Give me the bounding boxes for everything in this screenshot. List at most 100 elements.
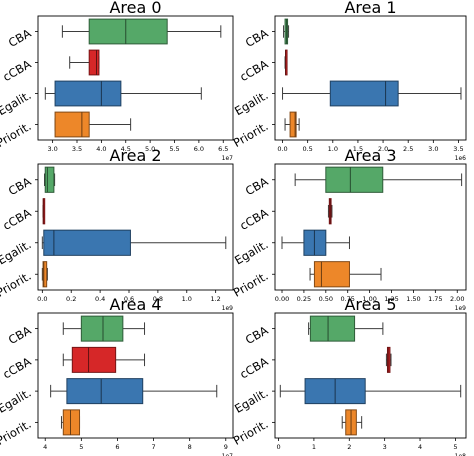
xtick-label: 5.5 [169,145,179,153]
axis-scale-label: 1e9 [222,305,234,312]
panel-title: Area 5 [344,295,396,314]
box-ccba [327,198,333,225]
axis-scale-label: 1e6 [455,155,467,162]
xtick-label: 1.0 [182,295,192,303]
box-egalit [50,378,218,405]
box-egalit [282,80,462,107]
box-cba [294,166,463,193]
xtick-label: 0.5 [302,145,312,153]
xtick-label: 2.5 [403,145,413,153]
iqr-box [44,166,55,193]
iqr-box [43,229,131,256]
xtick-label: 0.4 [95,295,105,303]
xtick-label: 1.2 [210,295,220,303]
xtick-label: 0.00 [275,295,289,303]
axis-scale-label: 1e7 [222,453,234,456]
xtick-label: 0.0 [277,145,287,153]
xtick-label: 3.5 [72,145,82,153]
axis-scale-label: 1e7 [222,155,234,162]
iqr-box [54,111,90,138]
iqr-box [66,378,144,405]
xtick-label: 0.50 [319,295,333,303]
box-ccba [284,49,288,76]
xtick-label: 5 [79,443,83,451]
panel-title: Area 3 [344,146,396,165]
box-ccba [69,49,100,76]
panel-title: Area 1 [344,0,396,17]
box-ccba [42,198,46,225]
panel-title: Area 4 [109,295,161,314]
xtick-label: 4 [418,443,422,451]
box-priorit [309,261,382,288]
xtick-label: 5 [453,443,457,451]
axes-frame [37,15,234,141]
axis-scale-label: 1e8 [455,453,467,456]
xtick-label: 7 [151,443,155,451]
xtick-label: 0.2 [66,295,76,303]
box-priorit [54,111,132,138]
xtick-label: 0.6 [124,295,134,303]
box-cba [62,315,146,342]
xtick-label: 1.5 [353,145,363,153]
xtick-label: 1.00 [362,295,376,303]
iqr-box [313,261,350,288]
iqr-box [62,409,81,436]
box-priorit [284,111,300,138]
axes-frame [37,312,234,439]
xtick-label: 0.25 [297,295,311,303]
xtick-label: 4.5 [121,145,131,153]
xtick-label: 2.00 [450,295,464,303]
xtick-label: 3.0 [428,145,438,153]
iqr-box [88,49,100,76]
box-ccba [62,346,146,373]
xtick-label: 3.5 [453,145,463,153]
box-egalit [41,229,227,256]
xtick-label: 8 [188,443,192,451]
iqr-box [71,346,117,373]
xtick-label: 6 [115,443,119,451]
axes-frame [274,15,467,141]
xtick-label: 1.25 [384,295,398,303]
axes-frame [274,163,467,291]
box-egalit [281,229,350,256]
box-egalit [279,378,462,405]
iqr-box [386,346,391,373]
iqr-box [42,261,48,288]
xtick-label: 1.75 [428,295,442,303]
box-cba [283,18,290,45]
iqr-box [309,315,356,342]
iqr-box [289,111,297,138]
xtick-label: 6.0 [194,145,204,153]
box-ccba [385,346,392,373]
xtick-label: 3.0 [47,145,57,153]
panel-title: Area 0 [109,0,161,17]
iqr-box [325,166,384,193]
xtick-label: 2.0 [378,145,388,153]
xtick-label: 1.0 [328,145,338,153]
axes-frame [37,163,234,291]
xtick-label: 0.8 [153,295,163,303]
xtick-label: 6.5 [218,145,228,153]
box-egalit [44,80,202,107]
box-priorit [341,409,363,436]
box-cba [61,18,222,45]
xtick-label: 0 [276,443,280,451]
xtick-label: 4 [43,443,47,451]
xtick-label: 1.50 [406,295,420,303]
iqr-box [88,18,168,45]
iqr-box [329,80,399,107]
xtick-label: 2 [347,443,351,451]
panel-title: Area 2 [109,146,161,165]
iqr-box [80,315,124,342]
xtick-label: 3 [383,443,387,451]
xtick-label: 5.0 [145,145,155,153]
xtick-label: 1 [312,443,316,451]
xtick-label: 4.0 [96,145,106,153]
axis-scale-label: 1e9 [455,305,467,312]
box-priorit [60,409,81,436]
iqr-box [54,80,122,107]
box-cba [44,166,56,193]
box-cba [308,315,384,342]
